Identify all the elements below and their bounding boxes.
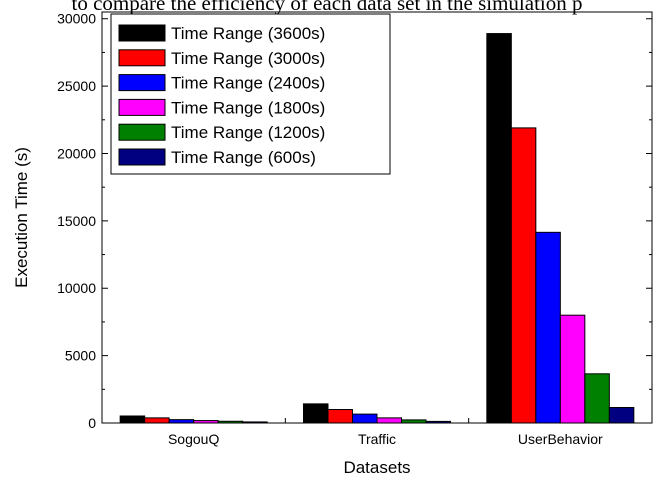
bar-userbehavior-time-range-3600s (486, 33, 512, 424)
bar-sogouq-time-range-3000s (144, 417, 170, 424)
legend-label-time-range-3600s: Time Range (3600s) (171, 24, 325, 43)
legend-label-time-range-2400s: Time Range (2400s) (171, 74, 325, 93)
y-tick-label: 5000 (65, 348, 96, 364)
bar-sogouq-time-range-2400s (168, 419, 195, 424)
bar-sogouq-time-range-3600s (119, 415, 146, 424)
y-tick-label: 20000 (57, 145, 96, 161)
legend-label-time-range-600s: Time Range (600s) (171, 148, 316, 167)
legend-swatch-time-range-600s (118, 148, 166, 166)
legend-swatch-time-range-2400s (118, 74, 166, 92)
legend: Time Range (3600s) Time Range (3000s) Time… (110, 13, 391, 175)
legend-swatch-time-range-3600s (118, 24, 166, 42)
x-axis: SogouQ Traffic UserBehavior (101, 418, 653, 447)
x-tick-label: SogouQ (168, 431, 219, 447)
legend-label-time-range-1800s: Time Range (1800s) (171, 98, 325, 117)
plot-frame (101, 11, 653, 424)
bar-userbehavior-time-range-1800s (559, 314, 586, 424)
y-axis: 0 5000 10000 15000 20000 25000 30000 (57, 11, 652, 431)
y-tick-label: 10000 (57, 280, 96, 296)
bar-traffic-time-range-1800s (376, 417, 402, 424)
legend-swatch-time-range-3000s (118, 49, 166, 67)
y-tick-label: 0 (88, 415, 96, 431)
x-tick-label: UserBehavior (518, 431, 603, 447)
bars-group (119, 33, 635, 424)
bar-userbehavior-time-range-3000s (510, 127, 537, 424)
bar-userbehavior-time-range-600s (608, 407, 635, 424)
y-tick-label: 25000 (57, 78, 96, 94)
y-tick-label: 30000 (57, 11, 96, 27)
bar-traffic-time-range-3000s (327, 409, 353, 424)
x-tick-label: Traffic (358, 431, 396, 447)
y-tick-label: 15000 (57, 213, 96, 229)
bar-userbehavior-time-range-2400s (535, 231, 561, 424)
legend-swatch-time-range-1800s (118, 98, 166, 116)
legend-swatch-time-range-1200s (118, 123, 166, 141)
legend-label-time-range-1200s: Time Range (1200s) (171, 123, 325, 142)
x-axis-title: Datasets (343, 458, 410, 477)
bar-traffic-time-range-3600s (303, 403, 329, 424)
legend-label-time-range-3000s: Time Range (3000s) (171, 49, 325, 68)
y-axis-title: Execution Time (s) (12, 147, 31, 288)
bar-traffic-time-range-2400s (352, 413, 378, 424)
bar-userbehavior-time-range-1200s (584, 373, 610, 424)
caption-fragment: to compare the efficiency of each data s… (71, 0, 583, 15)
